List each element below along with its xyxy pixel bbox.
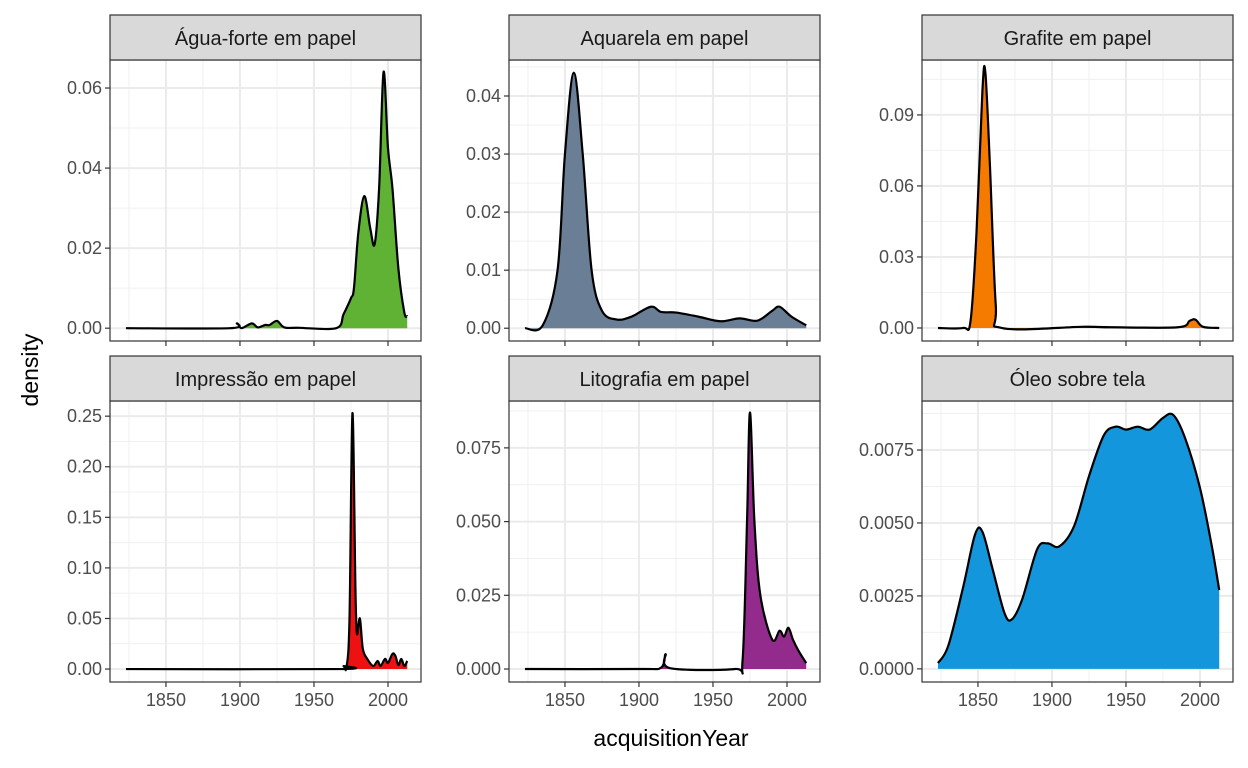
- y-tick-label: 0.0000: [859, 659, 914, 679]
- y-tick-label: 0.02: [466, 202, 501, 222]
- y-tick-label: 0.09: [879, 105, 914, 125]
- facet-panel: Grafite em papel 0.00 0.03 0.06 0.09: [879, 14, 1234, 346]
- facet-panel: Litografia em papel 0.000 0.025 0.050 0.075 1…: [456, 355, 821, 710]
- panel-background: [110, 401, 421, 682]
- x-tick-label: 2000: [1180, 690, 1220, 710]
- facet-strip: [508, 14, 821, 61]
- y-tick-label: 0.00: [67, 318, 102, 338]
- facet-title: Água-forte em papel: [175, 27, 356, 50]
- y-tick-label: 0.03: [466, 144, 501, 164]
- x-tick-label: 2000: [767, 690, 807, 710]
- y-tick-label: 0.10: [67, 558, 102, 578]
- facet-strip: [109, 14, 422, 61]
- density-line: [524, 71, 807, 332]
- density-line: [125, 70, 409, 331]
- y-tick-label: 0.025: [456, 585, 501, 605]
- facet-strip: [921, 14, 1234, 61]
- y-tick-label: 0.03: [879, 247, 914, 267]
- x-tick-label: 1900: [619, 690, 659, 710]
- facet-title: Litografia em papel: [579, 369, 749, 391]
- y-tick-label: 0.075: [456, 438, 501, 458]
- y-tick-label: 0.01: [466, 260, 501, 280]
- density-area: [524, 412, 807, 674]
- density-area: [937, 413, 1220, 669]
- x-tick-label: 1950: [1106, 690, 1146, 710]
- x-tick-label: 1850: [146, 690, 186, 710]
- y-tick-label: 0.25: [67, 406, 102, 426]
- density-line: [524, 411, 808, 675]
- facet-strip: [109, 355, 422, 402]
- density-area: [125, 71, 408, 330]
- facet-title: Impressão em papel: [175, 369, 356, 391]
- y-tick-label: 0.02: [67, 238, 102, 258]
- y-tick-label: 0.04: [67, 158, 102, 178]
- y-tick-label: 0.20: [67, 457, 102, 477]
- y-tick-label: 0.06: [67, 78, 102, 98]
- x-tick-label: 1900: [220, 690, 260, 710]
- density-area: [524, 72, 807, 331]
- panel-background: [922, 60, 1233, 341]
- y-tick-label: 0.000: [456, 659, 501, 679]
- facet-title: Grafite em papel: [1004, 28, 1152, 50]
- y-tick-label: 0.00: [879, 318, 914, 338]
- density-line: [937, 64, 1220, 332]
- y-tick-label: 0.15: [67, 507, 102, 527]
- y-tick-label: 0.05: [67, 608, 102, 628]
- facet-title: Óleo sobre tela: [1010, 368, 1147, 391]
- x-tick-label: 1850: [958, 690, 998, 710]
- facet-strip: [921, 355, 1234, 402]
- y-tick-label: 0.0075: [859, 440, 914, 460]
- y-tick-label: 0.050: [456, 512, 501, 532]
- x-tick-label: 2000: [368, 690, 408, 710]
- density-line: [937, 412, 1221, 664]
- facet-panel: Óleo sobre tela 0.0000 0.0025 0.0050 0.0075 1…: [859, 355, 1234, 710]
- facet-title: Aquarela em papel: [581, 28, 749, 50]
- y-tick-label: 0.00: [466, 318, 501, 338]
- y-tick-label: 0.06: [879, 176, 914, 196]
- y-tick-label: 0.0025: [859, 586, 914, 606]
- x-tick-label: 1850: [545, 690, 585, 710]
- x-tick-label: 1950: [693, 690, 733, 710]
- facet-panel: Impressão em papel 0.00 0.05 0.10 0.15 0.20 0.…: [67, 355, 422, 710]
- y-tick-label: 0.0050: [859, 513, 914, 533]
- y-tick-label: 0.00: [67, 659, 102, 679]
- x-tick-label: 1950: [294, 690, 334, 710]
- facet-panel: Água-forte em papel 0.00 0.02 0.04 0.06: [67, 14, 422, 346]
- y-axis-title: density: [17, 333, 43, 406]
- y-tick-label: 0.04: [466, 86, 501, 106]
- density-line: [125, 412, 409, 672]
- x-tick-label: 1900: [1032, 690, 1072, 710]
- facet-panel: Aquarela em papel 0.00 0.01 0.02 0.03 0.04: [466, 14, 821, 346]
- facet-strip: [508, 355, 821, 402]
- x-axis-title: acquisitionYear: [593, 725, 748, 751]
